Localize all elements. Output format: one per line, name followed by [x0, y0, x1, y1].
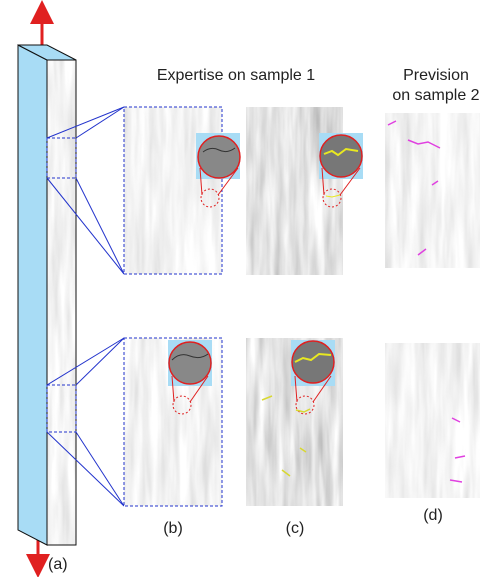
expertise-title: Expertise on sample 1: [157, 67, 315, 84]
label-d: (d): [423, 507, 443, 524]
label-b: (b): [163, 520, 183, 537]
prevision-subtitle: on sample 2: [392, 87, 479, 104]
panels: [124, 107, 480, 506]
label-a: (a): [48, 556, 68, 573]
prevision-title: Prevision: [403, 67, 469, 84]
beam-front: [18, 45, 47, 545]
label-c: (c): [286, 520, 305, 537]
panel-d-bottom: [385, 343, 480, 498]
beam-side: [47, 60, 76, 545]
figure: Expertise on sample 1 Prevision on sampl…: [0, 0, 493, 577]
panel-b-top: [124, 107, 222, 274]
panel-d-top: [385, 113, 480, 268]
panel-c-top: [246, 107, 343, 275]
